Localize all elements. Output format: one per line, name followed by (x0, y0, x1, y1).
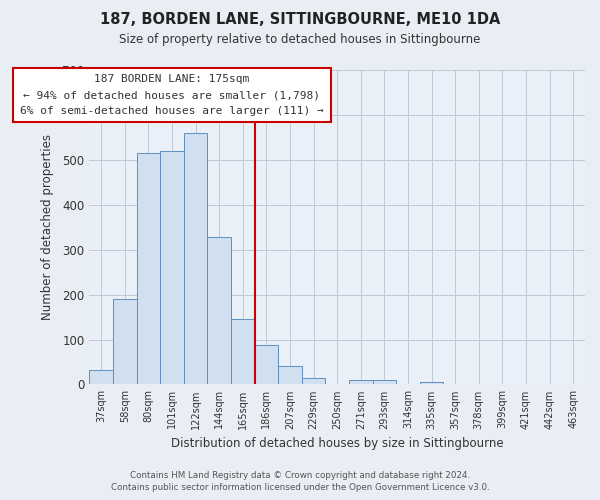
Bar (349, 380, 373, 384)
Bar (373, 380, 396, 384)
Bar (231, 320, 254, 384)
Bar (420, 382, 443, 384)
Bar (278, 366, 302, 384)
Y-axis label: Number of detached properties: Number of detached properties (41, 134, 54, 320)
Bar (89, 370, 113, 384)
Text: 187 BORDEN LANE: 175sqm
← 94% of detached houses are smaller (1,798)
6% of semi-: 187 BORDEN LANE: 175sqm ← 94% of detache… (20, 74, 324, 116)
Text: Contains HM Land Registry data © Crown copyright and database right 2024.
Contai: Contains HM Land Registry data © Crown c… (110, 471, 490, 492)
Bar (113, 299, 137, 384)
Bar (184, 133, 208, 384)
Bar (254, 345, 278, 385)
Bar (137, 153, 160, 384)
Bar (208, 237, 231, 384)
Text: Size of property relative to detached houses in Sittingbourne: Size of property relative to detached ho… (119, 32, 481, 46)
Bar (160, 151, 184, 384)
X-axis label: Distribution of detached houses by size in Sittingbourne: Distribution of detached houses by size … (171, 437, 503, 450)
Text: 187, BORDEN LANE, SITTINGBOURNE, ME10 1DA: 187, BORDEN LANE, SITTINGBOURNE, ME10 1D… (100, 12, 500, 28)
Bar (302, 378, 325, 384)
